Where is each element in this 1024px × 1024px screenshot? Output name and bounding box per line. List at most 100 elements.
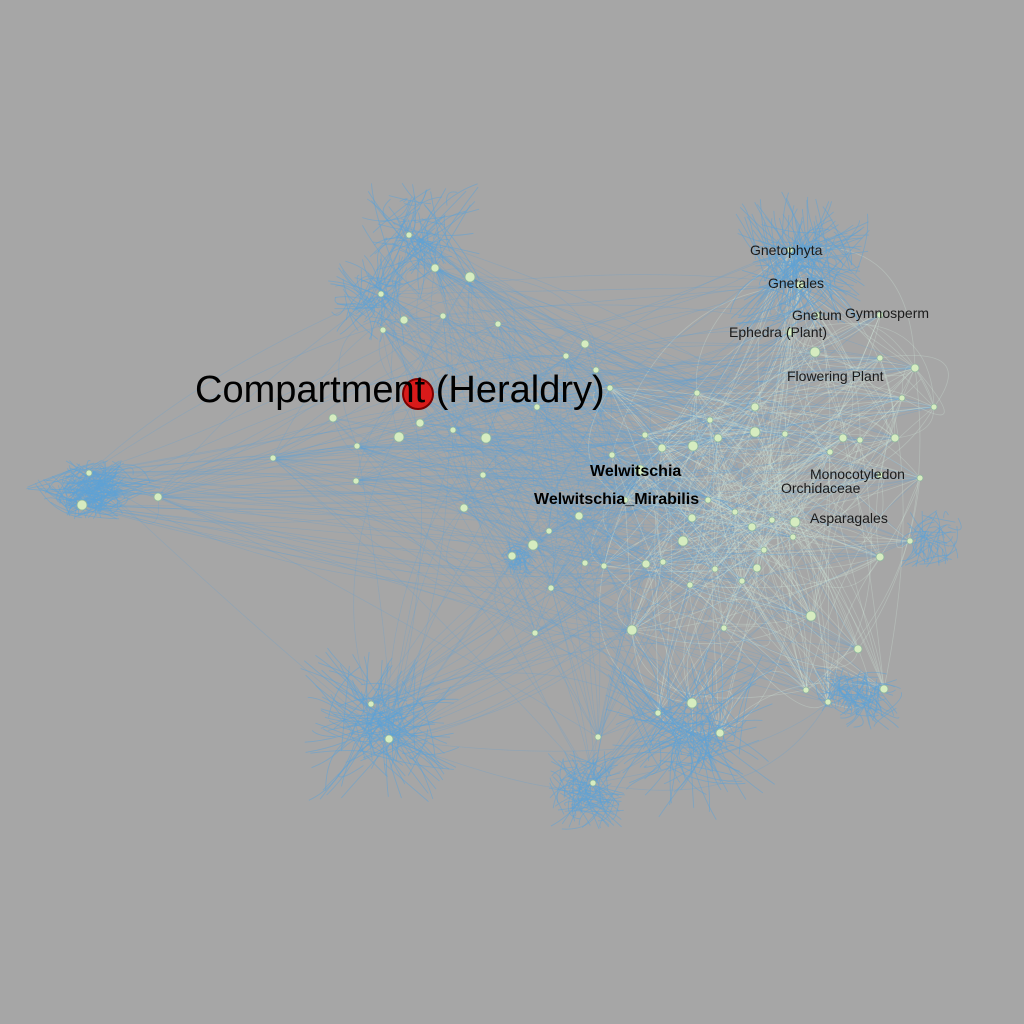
graph-node[interactable] [802,686,810,694]
graph-node[interactable] [687,440,699,452]
graph-node[interactable] [153,492,163,502]
graph-edge [550,469,641,589]
graph-node[interactable] [654,709,662,717]
graph-node[interactable] [720,624,728,632]
graph-node[interactable] [686,697,698,709]
graph-node[interactable] [910,363,920,373]
graph-edge [548,461,921,532]
graph-node[interactable] [480,432,492,444]
graph-node[interactable] [875,552,885,562]
graph-node[interactable] [479,471,487,479]
highlighted-node-compartment[interactable] [402,378,434,410]
graph-node[interactable] [527,539,539,551]
graph-node[interactable] [269,454,277,462]
graph-node[interactable] [785,327,795,337]
graph-node[interactable] [328,413,338,423]
graph-node[interactable] [706,416,714,424]
graph-node[interactable] [589,779,597,787]
graph-node[interactable] [916,474,924,482]
graph-node[interactable] [711,565,719,573]
graph-node[interactable] [459,503,469,513]
graph-node[interactable] [876,471,884,479]
graph-node[interactable] [393,431,405,443]
graph-node[interactable] [890,433,900,443]
graph-node[interactable] [494,320,502,328]
graph-node[interactable] [760,546,768,554]
graph-node[interactable] [581,559,589,567]
graph-node[interactable] [531,629,539,637]
graph-node[interactable] [547,584,555,592]
graph-node[interactable] [641,559,651,569]
leaf-edge [941,548,958,557]
graph-node[interactable] [693,389,701,397]
graph-node[interactable] [814,311,822,319]
graph-node[interactable] [704,496,712,504]
graph-node[interactable] [592,366,600,374]
graph-node[interactable] [594,733,602,741]
graph-node[interactable] [377,290,385,298]
graph-node[interactable] [805,610,817,622]
graph-node[interactable] [752,563,762,573]
graph-node[interactable] [353,442,361,450]
graph-node[interactable] [85,469,93,477]
graph-node[interactable] [545,527,553,535]
graph-node[interactable] [786,246,794,254]
graph-node[interactable] [507,551,517,561]
graph-node[interactable] [731,508,739,516]
graph-node[interactable] [574,511,584,521]
graph-node[interactable] [641,431,649,439]
graph-node[interactable] [415,418,425,428]
graph-node[interactable] [713,433,723,443]
graph-node[interactable] [789,533,797,541]
graph-node[interactable] [898,394,906,402]
graph-node[interactable] [738,577,746,585]
graph-node[interactable] [608,451,616,459]
graph-node[interactable] [405,231,413,239]
graph-node[interactable] [906,537,914,545]
graph-node[interactable] [747,522,757,532]
graph-node[interactable] [76,499,88,511]
graph-node[interactable] [464,271,476,283]
graph-node[interactable] [606,384,614,392]
graph-node[interactable] [879,684,889,694]
graph-node[interactable] [750,402,760,412]
graph-node[interactable] [634,464,646,476]
graph-node[interactable] [399,315,409,325]
graph-node[interactable] [687,513,697,523]
graph-node[interactable] [580,339,590,349]
graph-node[interactable] [352,477,360,485]
graph-node[interactable] [533,403,541,411]
graph-node[interactable] [430,263,440,273]
graph-node[interactable] [626,624,638,636]
graph-node[interactable] [930,403,938,411]
graph-edge [452,372,698,431]
graph-node[interactable] [824,698,832,706]
graph-node[interactable] [876,311,884,319]
graph-node[interactable] [781,430,789,438]
graph-node[interactable] [838,433,848,443]
graph-node[interactable] [677,535,689,547]
graph-node[interactable] [789,516,801,528]
graph-node[interactable] [853,644,863,654]
graph-node[interactable] [686,581,694,589]
graph-node[interactable] [826,448,834,456]
graph-edge [692,445,831,470]
graph-node[interactable] [621,496,629,504]
graph-node[interactable] [809,346,821,358]
graph-node[interactable] [449,426,457,434]
graph-node[interactable] [876,354,884,362]
graph-node[interactable] [768,516,776,524]
graph-node[interactable] [562,352,570,360]
graph-node[interactable] [795,280,805,290]
graph-node[interactable] [657,443,667,453]
graph-node[interactable] [715,728,725,738]
graph-node[interactable] [367,700,375,708]
graph-node[interactable] [856,436,864,444]
graph-node[interactable] [384,734,394,744]
graph-node[interactable] [439,312,447,320]
graph-node[interactable] [659,558,667,566]
graph-node[interactable] [379,326,387,334]
graph-edge [534,474,881,634]
graph-node[interactable] [600,562,608,570]
graph-node[interactable] [749,426,761,438]
